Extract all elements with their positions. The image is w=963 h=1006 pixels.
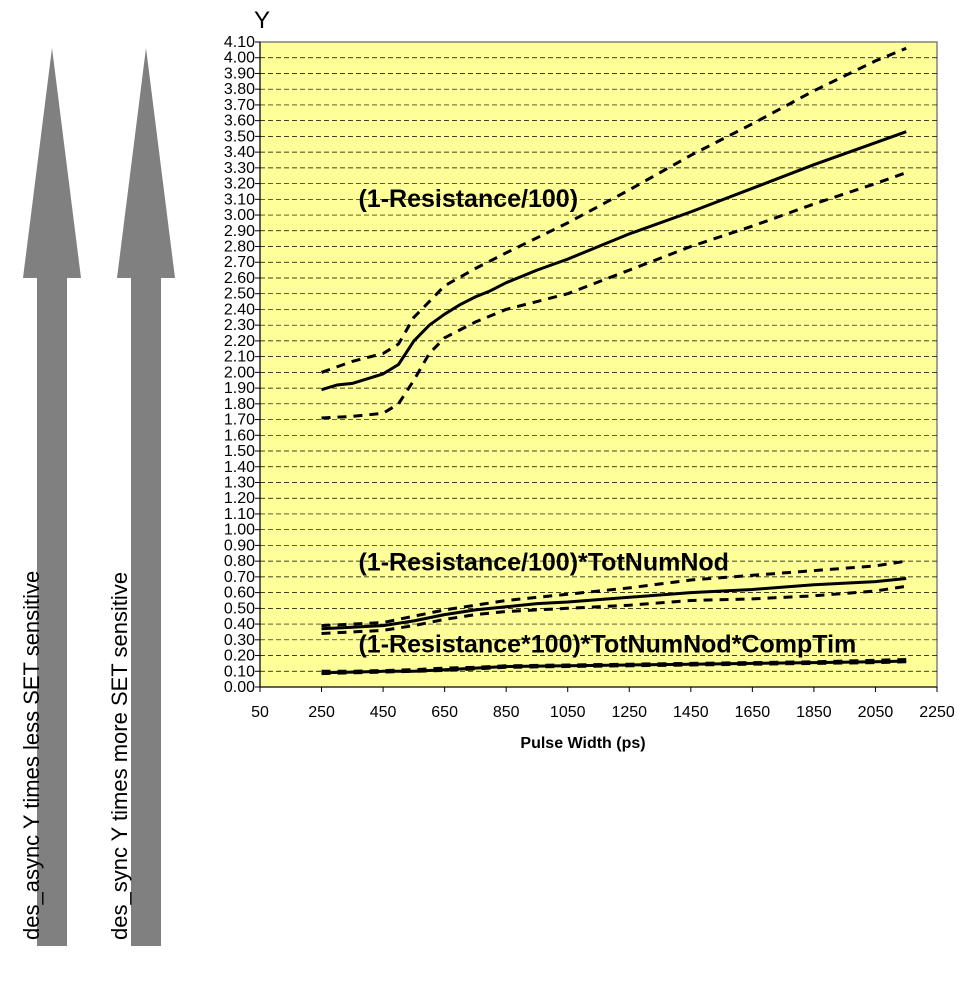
x-tick-label: 1650: [735, 704, 771, 721]
y-tick-label: 3.00: [224, 207, 255, 224]
y-tick-label: 0.50: [224, 600, 255, 617]
y-tick-label: 0.20: [224, 648, 255, 665]
x-tick-label: 2050: [858, 704, 894, 721]
x-tick-label: 650: [431, 704, 458, 721]
y-tick-label: 0.00: [224, 679, 255, 696]
y-tick-label: 1.20: [224, 490, 255, 507]
y-axis: Y 0.000.100.200.300.400.500.600.700.800.…: [224, 7, 270, 696]
y-tick-label: 3.10: [224, 191, 255, 208]
arrow-less-sensitive: des_async Y times less SET sensitive: [19, 48, 81, 946]
y-tick-label: 1.10: [224, 506, 255, 523]
y-tick-label: 1.40: [224, 459, 255, 476]
y-tick-label: 0.70: [224, 569, 255, 586]
y-tick-label: 0.80: [224, 553, 255, 570]
y-tick-label: 1.70: [224, 412, 255, 429]
arrow-left-label: des_async Y times less SET sensitive: [19, 571, 44, 940]
x-tick-label: 1050: [550, 704, 586, 721]
y-tick-label: 3.80: [224, 81, 255, 98]
y-tick-label: 0.60: [224, 585, 255, 602]
y-tick-label: 3.20: [224, 176, 255, 193]
series: [320, 46, 907, 676]
y-tick-label: 4.10: [224, 34, 255, 51]
x-tick-label: 250: [308, 704, 335, 721]
y-tick-label: 2.90: [224, 223, 255, 240]
gridlines: [260, 57, 937, 672]
series-line-dashed-8: [321, 660, 907, 676]
y-tick-label: 0.90: [224, 537, 255, 554]
y-tick-label: 2.60: [224, 270, 255, 287]
y-tick-label: 3.70: [224, 97, 255, 114]
series-line-solid-0: [321, 130, 907, 392]
y-tick-label: 3.40: [224, 144, 255, 161]
arrow-head-icon: [117, 48, 175, 278]
y-tick-label: 4.00: [224, 50, 255, 67]
y-tick-label: 2.30: [224, 317, 255, 334]
y-tick-label: 2.00: [224, 364, 255, 381]
y-tick-label: 2.80: [224, 239, 255, 256]
series-line-solid-3: [321, 577, 907, 631]
x-tick-label: 50: [251, 704, 269, 721]
x-tick-label: 1250: [611, 704, 647, 721]
arrow-up-icon: [131, 278, 161, 946]
y-tick-label: 3.50: [224, 128, 255, 145]
arrow-more-sensitive: des_sync Y times more SET sensitive: [107, 48, 175, 946]
series-line-dashed-2: [321, 171, 907, 420]
series-line-dashed-1: [320, 46, 907, 374]
y-tick-label: 0.30: [224, 632, 255, 649]
arrow-up-icon: [37, 278, 67, 946]
y-tick-label: 1.80: [224, 396, 255, 413]
series-line-dashed-5: [321, 584, 907, 635]
x-tick-label: 2250: [919, 704, 955, 721]
y-tick-label: 1.30: [224, 474, 255, 491]
y-tick-label: 1.50: [224, 443, 255, 460]
series-annotation: (1-Resistance*100)*TotNumNod*CompTim: [358, 630, 856, 658]
y-tick-label: 1.60: [224, 427, 255, 444]
x-tick-label: 1850: [796, 704, 832, 721]
y-tick-label: 2.20: [224, 333, 255, 350]
y-tick-label: 2.50: [224, 286, 255, 303]
y-axis-title: Y: [254, 7, 270, 34]
x-axis-title: Pulse Width (ps): [520, 735, 645, 752]
y-tick-label: 2.40: [224, 301, 255, 318]
y-tick-label: 0.40: [224, 616, 255, 633]
x-tick-label: 450: [370, 704, 397, 721]
plot-area: [259, 41, 938, 688]
y-tick-label: 3.30: [224, 160, 255, 177]
arrow-head-icon: [23, 48, 81, 278]
y-tick-label: 3.90: [224, 65, 255, 82]
y-tick-label: 3.60: [224, 113, 255, 130]
y-tick-label: 2.70: [224, 254, 255, 271]
y-tick-label: 1.00: [224, 522, 255, 539]
y-tick-label: 0.10: [224, 663, 255, 680]
series-line-dashed-4: [321, 559, 907, 628]
y-tick-label: 1.90: [224, 380, 255, 397]
series-annotation: (1-Resistance/100): [358, 185, 578, 213]
y-tick-label: 2.10: [224, 349, 255, 366]
series-annotation: (1-Resistance/100)*TotNumNod: [358, 549, 728, 577]
arrow-right-label: des_sync Y times more SET sensitive: [107, 572, 132, 940]
x-tick-label: 850: [493, 704, 520, 721]
x-axis: Pulse Width (ps) 50 250 450 650 850 1050 1250 1…: [251, 686, 955, 752]
annotations: (1-Resistance/100) (1-Resistance/100)*Tot…: [358, 185, 856, 658]
x-tick-label: 1450: [673, 704, 709, 721]
